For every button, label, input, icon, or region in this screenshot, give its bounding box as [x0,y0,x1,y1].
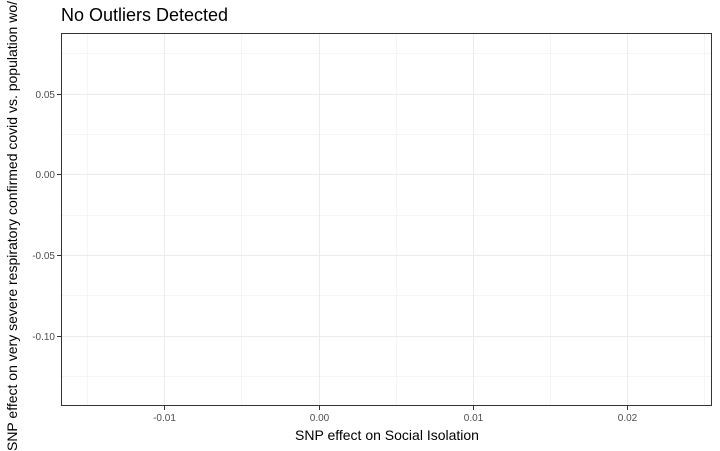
x-tick-label: -0.01 [153,413,176,424]
y-tick-label: -0.05 [32,251,55,262]
x-tick-label: 0.01 [464,413,484,424]
x-axis-ticks: -0.01 0.00 0.01 0.02 [153,406,638,424]
x-tick-label: 0.02 [618,413,638,424]
y-axis-title: SNP effect on very severe respiratory co… [4,0,20,451]
chart-title: No Outliers Detected [61,5,228,25]
plot-panel-border [61,33,712,406]
minor-gridlines [61,33,712,406]
x-axis-title: SNP effect on Social Isolation [295,427,479,443]
x-tick-label: 0.00 [310,413,330,424]
y-tick-label: -0.10 [32,332,55,343]
y-tick-label: 0.00 [36,170,56,181]
y-axis-ticks: 0.05 0.00 -0.05 -0.10 [32,90,61,343]
y-tick-label: 0.05 [36,90,56,101]
major-gridlines [61,33,712,406]
